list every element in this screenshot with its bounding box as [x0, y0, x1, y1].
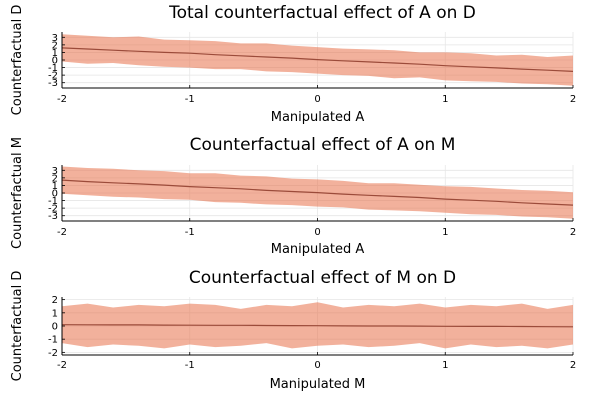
x-tick-label: 0	[314, 227, 320, 238]
y-tick-label: -1	[48, 335, 58, 346]
y-tick-label: 1	[52, 181, 58, 192]
y-tick-label: -1	[48, 196, 58, 207]
y-axis-label: Counterfactual D	[10, 5, 25, 116]
y-tick-label: -2	[48, 71, 58, 82]
y-tick-label: 0	[52, 322, 58, 333]
y-tick-label: 0	[52, 56, 58, 67]
x-axis-label: Manipulated M	[270, 377, 366, 392]
y-tick-label: -2	[48, 348, 58, 359]
y-tick-label: 3	[52, 166, 58, 177]
x-axis-label: Manipulated A	[271, 110, 365, 125]
x-axis-label: Manipulated A	[271, 242, 365, 257]
y-tick-label: 1	[52, 308, 58, 319]
x-tick-label: -2	[57, 360, 67, 371]
y-tick-label: 3	[52, 33, 58, 44]
y-tick-label: 2	[52, 173, 58, 184]
mean-line	[61, 324, 574, 328]
x-tick-label: -2	[57, 227, 67, 238]
y-axis-label: Counterfactual D	[10, 271, 25, 382]
x-tick-label: 1	[442, 94, 448, 105]
panel-title: Counterfactual effect of M on D	[189, 268, 456, 288]
x-tick-label: 2	[570, 360, 576, 371]
panel-title: Counterfactual effect of A on M	[190, 135, 456, 155]
x-tick-label: 2	[570, 227, 576, 238]
y-axis-label: Counterfactual M	[10, 137, 25, 249]
x-tick-label: 1	[442, 360, 448, 371]
x-tick-label: 0	[314, 94, 320, 105]
y-tick-label: -2	[48, 204, 58, 215]
y-tick-label: 1	[52, 48, 58, 59]
x-tick-label: -1	[185, 227, 195, 238]
y-tick-label: -1	[48, 63, 58, 74]
mean-line	[61, 47, 574, 72]
x-tick-label: 0	[314, 360, 320, 371]
x-tick-label: -1	[185, 360, 195, 371]
panel-title: Total counterfactual effect of A on D	[168, 3, 476, 23]
x-tick-label: 2	[570, 94, 576, 105]
x-tick-label: 1	[442, 227, 448, 238]
y-tick-label: 2	[52, 40, 58, 51]
y-tick-label: -3	[48, 78, 58, 89]
x-tick-label: -2	[57, 94, 67, 105]
y-tick-label: -3	[48, 211, 58, 222]
y-tick-label: 2	[52, 295, 58, 306]
x-tick-label: -1	[185, 94, 195, 105]
panel-3: -2 -1 0 1 2 2 1 0 -1 -2 Counterfactual effect of M…	[10, 268, 576, 392]
y-tick-label: 0	[52, 189, 58, 200]
mean-line	[61, 179, 574, 206]
